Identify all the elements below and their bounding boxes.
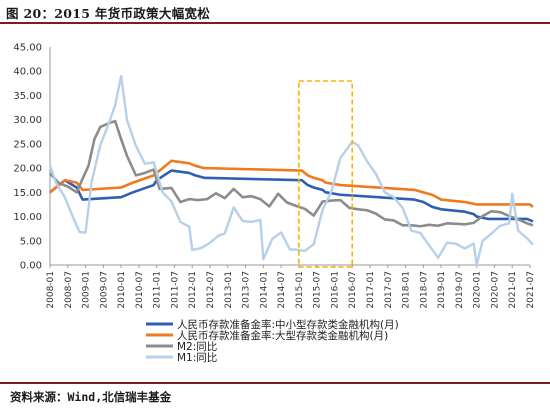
- x-tick-label: 2015-01: [295, 271, 305, 309]
- x-tick-label: 2015-07: [313, 271, 323, 309]
- x-tick-label: 2010-07: [135, 271, 145, 309]
- y-tick-label: 30.00: [13, 115, 42, 126]
- y-tick-label: 0.00: [20, 261, 42, 272]
- y-tick-label: 35.00: [13, 91, 42, 102]
- chart-title: 图 20：2015 年货币政策大幅宽松: [6, 6, 211, 21]
- y-tick-label: 25.00: [13, 139, 42, 150]
- x-tick-label: 2010-01: [117, 271, 127, 309]
- legend-label-3: M2:同比: [177, 340, 217, 353]
- x-tick-label: 2014-01: [259, 271, 269, 309]
- series-line-3: [49, 119, 534, 228]
- bottom-rule: [0, 382, 550, 384]
- x-tick-label: 2021-01: [508, 271, 518, 309]
- legend-label-4: M1:同比: [177, 351, 217, 364]
- series-line-2: [49, 159, 534, 208]
- x-tick-label: 2017-01: [366, 271, 376, 309]
- x-tick-label: 2008-01: [46, 271, 56, 309]
- series-line-4: [48, 74, 534, 267]
- x-tick-label: 2008-07: [64, 271, 74, 309]
- x-tick-label: 2017-07: [384, 271, 394, 309]
- x-tick-label: 2016-07: [348, 271, 358, 309]
- legend-label-1: 人民币存款准备金率:中小型存款类金融机构(月): [177, 318, 399, 331]
- x-tick-label: 2014-07: [277, 271, 287, 309]
- x-tick-label: 2013-01: [224, 271, 234, 309]
- highlight-box: [298, 80, 354, 268]
- x-tick-label: 2020-01: [473, 271, 483, 309]
- x-tick-label: 2011-01: [153, 271, 163, 309]
- x-tick-label: 2012-07: [206, 271, 216, 309]
- y-tick-label: 15.00: [13, 188, 42, 199]
- x-tick-label: 2011-07: [170, 271, 180, 309]
- source-note: 资料来源：Wind,北信瑞丰基金: [10, 390, 172, 404]
- y-tick-label: 20.00: [13, 164, 42, 175]
- x-tick-label: 2012-01: [188, 271, 198, 309]
- x-tick-label: 2019-07: [455, 271, 465, 309]
- x-tick-label: 2009-01: [82, 271, 92, 309]
- y-tick-label: 10.00: [13, 212, 42, 223]
- y-tick-label: 45.00: [13, 43, 42, 54]
- x-tick-label: 2009-07: [99, 271, 109, 309]
- x-tick-label: 2020-07: [490, 271, 500, 309]
- y-tick-label: 40.00: [13, 67, 42, 78]
- series-line-1: [49, 169, 534, 223]
- x-tick-label: 2018-07: [419, 271, 429, 309]
- y-tick-label: 5.00: [20, 236, 42, 247]
- x-tick-label: 2016-01: [330, 271, 340, 309]
- x-tick-label: 2013-07: [242, 271, 252, 309]
- x-tick-label: 2018-01: [402, 271, 412, 309]
- top-rule: [0, 22, 550, 24]
- x-tick-label: 2019-01: [437, 271, 447, 309]
- legend-label-2: 人民币存款准备金率:大型存款类金融机构(月): [177, 329, 388, 342]
- x-tick-label: 2021-07: [526, 271, 536, 309]
